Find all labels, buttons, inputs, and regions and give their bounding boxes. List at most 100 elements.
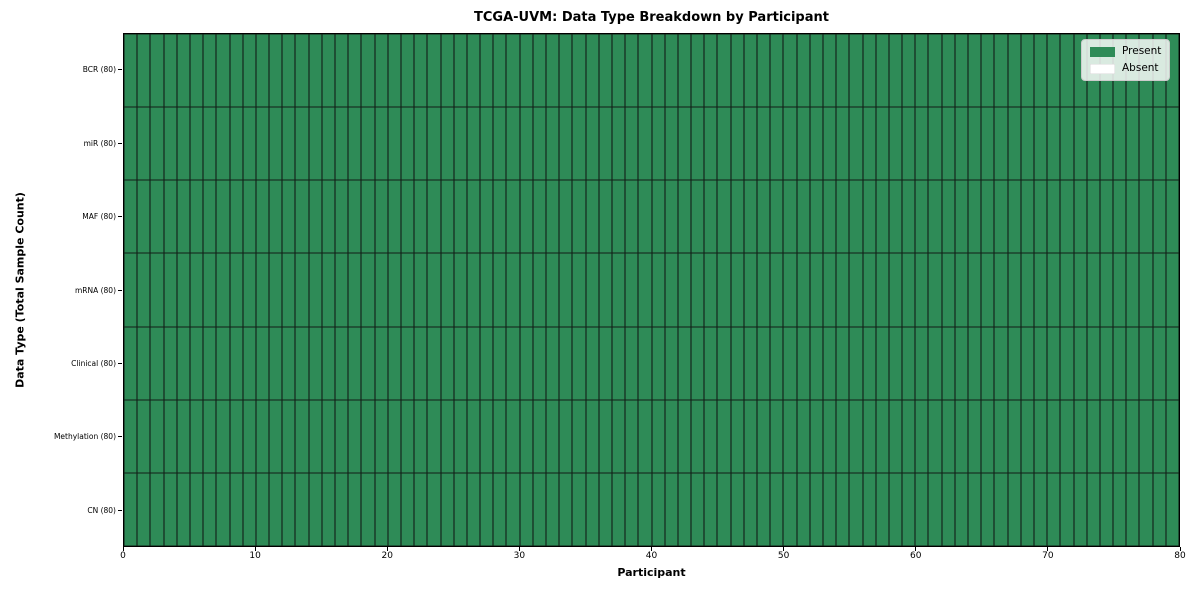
heatmap-cell — [928, 180, 942, 254]
heatmap-cell — [1060, 107, 1074, 181]
heatmap-cell — [440, 399, 454, 473]
heatmap-cell — [519, 326, 533, 400]
heatmap-cell — [453, 326, 467, 400]
heatmap-cell — [203, 107, 217, 181]
heatmap-cell — [1126, 107, 1140, 181]
y-tick-mark — [118, 142, 122, 144]
heatmap-cell — [888, 34, 903, 108]
heatmap-cell — [361, 253, 375, 327]
heatmap-cell — [203, 34, 217, 108]
heatmap-cell — [572, 253, 586, 327]
heatmap-cell — [506, 326, 520, 400]
heatmap-cell — [203, 399, 217, 473]
heatmap-cell — [981, 107, 995, 181]
heatmap-cell — [770, 180, 784, 254]
heatmap-cell — [348, 34, 362, 108]
heatmap-cell — [532, 34, 546, 108]
heatmap-cell — [730, 180, 744, 254]
heatmap-cell — [453, 107, 467, 181]
y-tick-label: CN (80) — [87, 505, 116, 515]
heatmap-cell — [255, 399, 270, 473]
y-tick-mark — [118, 509, 122, 511]
heatmap-cell — [783, 180, 797, 254]
heatmap-cell — [519, 180, 533, 254]
heatmap-cell — [902, 34, 916, 108]
x-tick-label: 20 — [381, 551, 393, 561]
heatmap-cell — [335, 107, 349, 181]
heatmap-cell — [968, 399, 982, 473]
x-tick-label: 60 — [910, 551, 922, 561]
heatmap-cell — [888, 472, 903, 546]
heatmap-cell — [783, 253, 797, 327]
heatmap-cell — [414, 180, 428, 254]
heatmap-cell — [308, 34, 322, 108]
heatmap-cell — [466, 34, 481, 108]
heatmap-cell — [348, 107, 362, 181]
heatmap-cell — [1060, 34, 1074, 108]
heatmap-cell — [1165, 180, 1179, 254]
heatmap-cell — [1060, 399, 1074, 473]
heatmap-cell — [585, 253, 599, 327]
heatmap-cell — [427, 253, 441, 327]
y-tick-mark — [118, 69, 122, 71]
heatmap-cell — [532, 399, 546, 473]
heatmap-cell — [532, 472, 546, 546]
heatmap-cell — [664, 472, 678, 546]
heatmap-cell — [770, 253, 784, 327]
heatmap-cell — [400, 180, 415, 254]
heatmap-cell — [638, 107, 652, 181]
heatmap-cell — [1126, 399, 1140, 473]
heatmap-cell — [743, 472, 757, 546]
heatmap-cell — [743, 180, 757, 254]
heatmap-cell — [862, 399, 876, 473]
heatmap-cell — [915, 253, 929, 327]
heatmap-cell — [559, 180, 573, 254]
heatmap-cell — [757, 326, 771, 400]
heatmap-cell — [242, 253, 256, 327]
heatmap-cell — [611, 107, 626, 181]
heatmap-cell — [1073, 472, 1087, 546]
heatmap-cell — [994, 399, 1008, 473]
heatmap-cell — [598, 180, 612, 254]
heatmap-cell — [546, 253, 560, 327]
heatmap-cell — [849, 253, 863, 327]
heatmap-cell — [374, 253, 388, 327]
heatmap-cell — [137, 107, 151, 181]
heatmap-cell — [124, 107, 138, 181]
heatmap-cell — [374, 399, 388, 473]
x-tick-mark — [518, 547, 520, 551]
x-tick-mark — [122, 547, 124, 551]
heatmap-cell — [585, 472, 599, 546]
heatmap-cell — [163, 107, 177, 181]
heatmap-cell — [1007, 399, 1021, 473]
heatmap-cell — [1033, 326, 1048, 400]
heatmap-cell — [941, 326, 955, 400]
present-swatch-icon — [1090, 46, 1115, 57]
heatmap-cell — [308, 180, 322, 254]
heatmap-cell — [611, 472, 626, 546]
heatmap-cell — [295, 34, 309, 108]
heatmap-cell — [968, 107, 982, 181]
heatmap-cell — [598, 472, 612, 546]
heatmap-cell — [796, 107, 810, 181]
heatmap-cell — [480, 180, 494, 254]
heatmap-cell — [902, 107, 916, 181]
heatmap-cell — [822, 399, 837, 473]
heatmap-cell — [1073, 180, 1087, 254]
heatmap-cell — [743, 326, 757, 400]
heatmap-cell — [282, 180, 296, 254]
heatmap-cell — [888, 253, 903, 327]
heatmap-cell — [295, 326, 309, 400]
heatmap-cell — [1047, 399, 1061, 473]
heatmap-cell — [691, 107, 705, 181]
y-tick-label: BCR (80) — [82, 65, 116, 75]
heatmap-cell — [677, 326, 692, 400]
heatmap-cell — [1073, 107, 1087, 181]
heatmap-cell — [506, 399, 520, 473]
heatmap-cell — [335, 253, 349, 327]
heatmap-cell — [717, 472, 731, 546]
heatmap-cell — [1007, 107, 1021, 181]
heatmap-cell — [559, 34, 573, 108]
heatmap-cell — [651, 472, 665, 546]
heatmap-cell — [1007, 253, 1021, 327]
